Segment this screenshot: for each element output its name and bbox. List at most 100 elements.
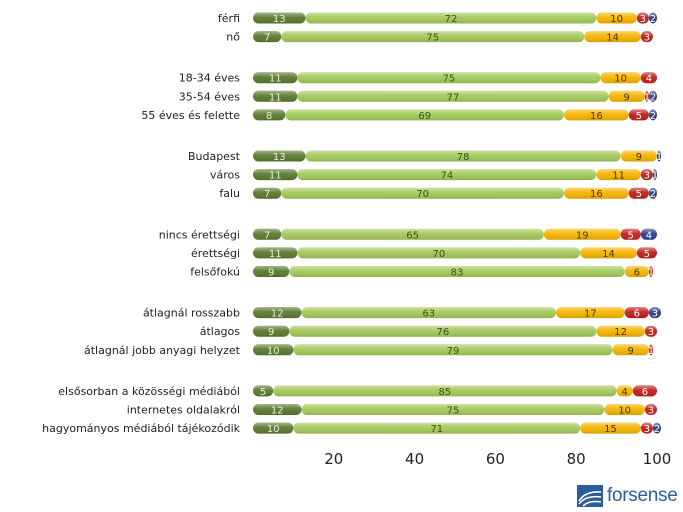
bar-segment-shine — [657, 150, 662, 162]
data-label: 9 — [624, 92, 630, 103]
bar-segment-shine — [253, 307, 302, 319]
bar-segment-shine — [297, 247, 581, 259]
category-label: internetes oldalakról — [127, 404, 240, 417]
bar-segment-shine — [652, 169, 657, 181]
bar-segment-shine — [596, 12, 637, 24]
data-label: 71 — [430, 424, 443, 435]
data-label: 75 — [443, 74, 456, 85]
data-label: 10 — [618, 406, 631, 417]
bar-segment-shine — [253, 109, 286, 121]
bar-segment-shine — [253, 150, 306, 162]
data-label: 70 — [432, 249, 445, 260]
data-label: 78 — [457, 152, 470, 163]
bar-segment-shine — [253, 404, 302, 415]
data-label: 11 — [269, 74, 282, 85]
data-label: 2 — [650, 189, 656, 200]
data-label: 6 — [634, 268, 640, 279]
data-label: 5 — [260, 387, 266, 398]
category-label: 55 éves és felette — [141, 109, 240, 122]
data-label: 14 — [602, 249, 615, 260]
category-label: elsősorban a közösségi médiából — [58, 385, 240, 398]
bar-segment-shine — [289, 266, 625, 277]
data-label: 3 — [652, 309, 658, 320]
bar-segment-shine — [253, 422, 294, 434]
forsense-logo: forsense — [577, 483, 678, 509]
data-label: 69 — [418, 111, 431, 122]
bar-segment-shine — [281, 31, 585, 43]
category-label: érettségi — [191, 247, 240, 260]
x-tick-label: 40 — [405, 450, 424, 468]
data-label: 11 — [269, 249, 282, 260]
bar-segment-shine — [648, 90, 657, 102]
bar-segment-shine — [648, 307, 662, 319]
data-label: 10 — [610, 14, 623, 25]
data-label: 4 — [646, 74, 652, 85]
bar-segment-shine — [628, 109, 649, 121]
bar-segment-shine — [648, 266, 653, 277]
data-label: 2 — [650, 92, 656, 103]
bar-segment-shine — [289, 325, 597, 337]
data-label: 1 — [644, 92, 650, 103]
data-label: 4 — [646, 230, 652, 241]
bar-segment-shine — [253, 187, 282, 199]
data-label: 3 — [648, 406, 654, 417]
bar-segment-shine — [648, 12, 657, 24]
data-label: 2 — [650, 111, 656, 122]
bar-segment-shine — [632, 385, 657, 397]
category-label: nincs érettségi — [159, 228, 240, 241]
bar-segment-shine — [648, 187, 657, 199]
bar-segment-shine — [652, 422, 662, 434]
x-tick-label: 60 — [486, 450, 505, 468]
bar-segment-shine — [253, 90, 298, 102]
bar-segment-shine — [584, 31, 641, 43]
bar-segment-shine — [604, 404, 645, 415]
bar-segment-shine — [305, 150, 621, 162]
data-label: 11 — [612, 171, 625, 182]
data-label: 65 — [406, 230, 419, 241]
bar-segment-shine — [636, 247, 657, 259]
bar-segment-shine — [293, 422, 581, 434]
bar-segment-shine — [616, 385, 633, 397]
category-label: 18-34 éves — [179, 72, 241, 85]
logo-text: forsense — [607, 485, 678, 506]
bar-segment-shine — [253, 247, 298, 259]
data-label: 5 — [644, 249, 650, 260]
category-label: nő — [226, 31, 240, 44]
data-label: 10 — [267, 346, 280, 357]
data-label: 3 — [648, 327, 654, 338]
bar-segment-shine — [580, 247, 637, 259]
data-label: 12 — [271, 406, 284, 417]
category-label: falu — [219, 187, 240, 200]
data-label: 5 — [636, 189, 642, 200]
bar-segment-shine — [301, 307, 556, 319]
data-label: 75 — [426, 33, 439, 44]
category-label: férfi — [218, 12, 240, 25]
bar-segment-shine — [640, 228, 657, 240]
data-label: 85 — [439, 387, 452, 398]
bar-segment-shine — [612, 344, 649, 356]
data-label: 9 — [636, 152, 642, 163]
data-label: 72 — [445, 14, 458, 25]
data-label: 9 — [268, 268, 274, 279]
bar-segment-shine — [556, 307, 625, 319]
bar-segment-shine — [628, 187, 649, 199]
bars-layer: férfi 13 72 10 3 2nő 7 75 14 318-34 éves 11 75 10 435… — [42, 12, 662, 435]
bar-segment-shine — [644, 325, 657, 337]
bar-segment-shine — [620, 228, 641, 240]
data-label: 6 — [634, 309, 640, 320]
category-label: átlagnál jobb anyagi helyzet — [84, 344, 241, 357]
bar-segment-shine — [624, 266, 649, 277]
data-label: 3 — [640, 14, 646, 25]
data-label: 5 — [628, 230, 634, 241]
data-label: 17 — [584, 309, 597, 320]
bar-segment-shine — [253, 325, 290, 337]
data-label: 1 — [656, 152, 662, 163]
data-label: 19 — [576, 230, 589, 241]
bar-segment-shine — [608, 90, 645, 102]
data-label: 11 — [269, 171, 282, 182]
bar-segment-shine — [640, 72, 657, 84]
x-axis-ticks: 20 40 60 80 100 — [324, 450, 671, 468]
data-label: 16 — [590, 189, 603, 200]
data-label: 12 — [271, 309, 284, 320]
